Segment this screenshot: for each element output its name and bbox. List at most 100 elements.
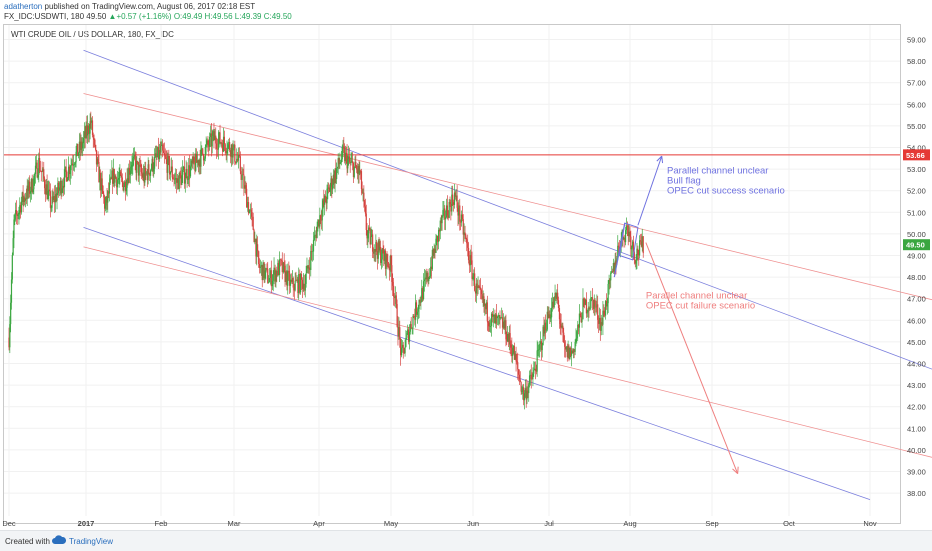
candle-body <box>95 150 98 165</box>
last-price-label: 49.50 <box>906 241 925 250</box>
candle-body <box>339 163 341 165</box>
chart-title: WTI CRUDE OIL / US DOLLAR, 180, FX_IDC <box>11 30 174 39</box>
candle-body <box>66 171 68 182</box>
candle-body <box>532 373 534 380</box>
candle-body <box>498 315 500 316</box>
candle-body <box>88 133 90 135</box>
candle-body <box>430 266 432 276</box>
cloud-icon <box>52 535 66 544</box>
candle-body <box>352 163 355 178</box>
candle-body <box>494 314 496 324</box>
candle-body <box>138 164 140 176</box>
candle-body <box>214 135 216 141</box>
candle-body <box>567 345 569 358</box>
candle-body <box>348 156 350 160</box>
candle-body <box>87 125 89 136</box>
candle-body <box>78 141 80 153</box>
candle-body <box>143 172 145 183</box>
candle-body <box>579 313 581 316</box>
candle-body <box>429 275 431 278</box>
candle-body <box>73 164 76 166</box>
candle-body <box>269 270 272 279</box>
candle-body <box>216 148 219 150</box>
footer-bar: Created with TradingView <box>0 530 932 551</box>
candle-body <box>172 177 174 179</box>
candle-body <box>360 170 362 172</box>
candle-body <box>467 243 469 248</box>
candle-body <box>347 159 349 169</box>
candle-body <box>422 281 425 300</box>
candle-body <box>459 205 461 222</box>
candle-body <box>182 166 185 170</box>
candle-body <box>58 182 60 191</box>
candle-body <box>346 153 348 169</box>
candle-body <box>388 266 391 271</box>
candle-body <box>24 198 27 201</box>
candle-body <box>523 387 525 401</box>
candle-body <box>220 142 222 144</box>
candle-body <box>553 297 555 308</box>
candle-body <box>502 321 504 328</box>
candle-body <box>124 181 127 192</box>
candle-body <box>106 196 108 203</box>
candle-body <box>16 214 18 216</box>
candle-body <box>597 304 599 320</box>
candle-body <box>54 194 56 203</box>
candle-body <box>452 194 454 203</box>
candle-body <box>145 167 147 174</box>
candle-body <box>157 147 160 160</box>
candle-body <box>523 393 526 401</box>
candle-body <box>65 166 67 172</box>
candle-body <box>148 164 150 174</box>
candle-body <box>238 154 241 157</box>
candle-body <box>149 170 152 176</box>
candle-body <box>400 347 403 356</box>
candle-body <box>174 178 176 180</box>
candle-body <box>332 174 334 185</box>
candle-body <box>490 325 492 327</box>
time-tick-label: Oct <box>783 519 796 528</box>
candle-body <box>424 277 426 280</box>
candle-body <box>636 248 638 261</box>
candle-body <box>26 185 28 200</box>
candle-body <box>495 314 497 324</box>
candle-body <box>155 153 157 157</box>
candle-body <box>168 156 170 159</box>
candle-body <box>266 268 268 269</box>
candle-body <box>603 310 605 315</box>
candle-body <box>51 196 53 208</box>
candle-body <box>141 171 143 174</box>
candle-body <box>487 321 489 323</box>
candle-body <box>87 125 90 134</box>
candle-body <box>372 251 375 254</box>
candle-body <box>364 206 367 214</box>
candle-body <box>641 236 643 247</box>
candle-body <box>642 236 644 254</box>
price-tick-label: 45.00 <box>907 338 926 347</box>
candle-body <box>512 345 515 354</box>
candle-body <box>108 182 111 194</box>
tradingview-link[interactable]: TradingView <box>69 537 114 546</box>
channel-line-blue-upper <box>83 49 932 370</box>
candle-body <box>229 141 231 151</box>
author-link[interactable]: adatherton <box>4 2 43 11</box>
price-tick-label: 47.00 <box>907 295 926 304</box>
candle-body <box>280 259 283 261</box>
candle-body <box>47 190 49 199</box>
candle-body <box>441 215 443 224</box>
candle-body <box>375 242 377 252</box>
candle-body <box>528 384 530 394</box>
grid-lines <box>4 25 900 516</box>
candle-body <box>91 120 94 136</box>
candle-body <box>409 324 411 332</box>
candle-body <box>259 266 261 268</box>
candle-body <box>573 349 575 352</box>
candle-body <box>426 272 428 280</box>
candle-body <box>393 296 396 299</box>
candle-body <box>200 148 202 167</box>
candle-body <box>292 278 294 288</box>
candle-body <box>29 190 32 194</box>
candle-body <box>403 348 405 354</box>
candle-body <box>545 322 547 331</box>
